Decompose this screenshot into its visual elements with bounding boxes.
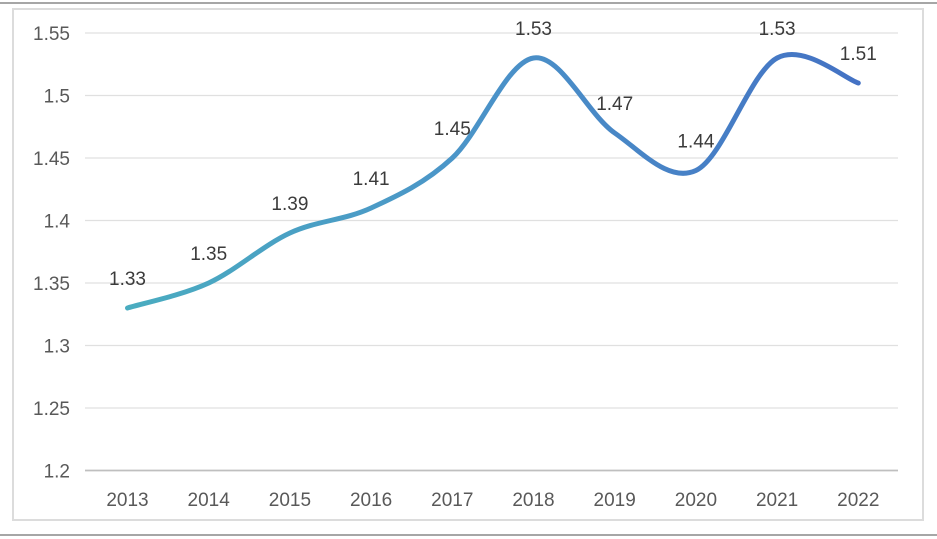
data-label: 1.35 <box>190 244 227 265</box>
data-label: 1.41 <box>353 169 390 190</box>
data-label: 1.47 <box>596 94 633 115</box>
x-tick-label: 2020 <box>675 490 717 511</box>
x-tick-label: 2015 <box>269 490 311 511</box>
y-tick-label: 1.5 <box>44 87 70 108</box>
top-divider-line <box>0 2 937 4</box>
x-tick-label: 2013 <box>106 490 148 511</box>
data-labels: 1.33 1.35 1.39 1.41 1.45 1.53 1.47 1.44 1.53 1.51 <box>109 19 877 290</box>
y-tick-label: 1.3 <box>44 337 70 358</box>
x-tick-label: 2017 <box>431 490 473 511</box>
series-line <box>125 52 861 311</box>
data-label: 1.44 <box>677 132 714 153</box>
chart-frame <box>12 8 924 521</box>
y-axis-labels: 1.55 1.5 1.45 1.4 1.35 1.3 1.25 1.2 <box>33 24 70 483</box>
y-tick-label: 1.4 <box>44 212 71 233</box>
x-tick-label: 2022 <box>837 490 879 511</box>
x-tick-label: 2021 <box>756 490 798 511</box>
y-tick-label: 1.2 <box>44 462 70 483</box>
data-label: 1.45 <box>434 119 471 140</box>
y-tick-label: 1.45 <box>33 149 70 170</box>
data-label: 1.53 <box>515 19 552 40</box>
data-label: 1.33 <box>109 269 146 290</box>
data-label: 1.51 <box>840 44 877 65</box>
gridlines <box>85 32 898 472</box>
data-label: 1.53 <box>759 19 796 40</box>
x-axis-labels: 2013 2014 2015 2016 2017 2018 2019 2020 2021 2022 <box>106 490 879 511</box>
x-tick-label: 2016 <box>350 490 392 511</box>
x-tick-label: 2018 <box>512 490 554 511</box>
y-tick-label: 1.25 <box>33 399 70 420</box>
x-tick-label: 2014 <box>188 490 231 511</box>
bottom-divider-line <box>0 534 937 536</box>
x-tick-label: 2019 <box>594 490 636 511</box>
y-tick-label: 1.55 <box>33 24 70 45</box>
y-tick-label: 1.35 <box>33 274 70 295</box>
data-label: 1.39 <box>271 194 308 215</box>
